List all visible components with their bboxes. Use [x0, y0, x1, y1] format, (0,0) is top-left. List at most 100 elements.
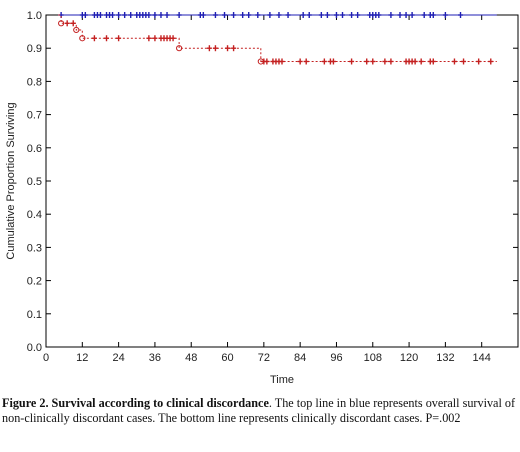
x-tick-label: 36: [149, 352, 161, 364]
censored-mark: [324, 12, 330, 18]
censored-mark: [349, 12, 355, 18]
y-axis-title: Cumulative Proportion Surviving: [5, 102, 17, 259]
survival-chart: 0.0 0.1 0.2 0.3 0.4 0.5 0.6 0.7 0.8 0.9 1.0 0 12 24 3…: [5, 10, 519, 386]
figure-caption: Figure 2. Survival according to clinical…: [2, 396, 518, 426]
censored-mark: [388, 58, 394, 65]
censored-mark: [430, 58, 436, 65]
censored-mark: [82, 12, 88, 18]
y-tick-label: 0.6: [27, 143, 42, 155]
censored-mark: [403, 12, 409, 18]
censored-mark: [225, 45, 231, 52]
censored-mark: [488, 58, 494, 65]
censored-mark: [300, 12, 306, 18]
y-tick-label: 0.1: [27, 309, 42, 321]
caption-label: Figure 2. Survival according to clinical…: [2, 396, 269, 410]
censored-mark: [110, 12, 116, 18]
y-tick-label: 0.7: [27, 110, 42, 122]
event-marker: [58, 20, 65, 27]
y-tick-label: 0.2: [27, 276, 42, 288]
censored-mark: [303, 58, 309, 65]
series-layer: [58, 12, 497, 65]
censored-mark: [240, 12, 246, 18]
censored-mark: [370, 58, 376, 65]
censored-mark: [340, 12, 346, 18]
censored-mark: [397, 12, 403, 18]
x-tick-label: 84: [294, 352, 306, 364]
series-0: [58, 12, 497, 18]
censored-mark: [231, 12, 237, 18]
censored-mark: [158, 12, 164, 18]
x-tick-label: 0: [43, 352, 49, 364]
censored-mark: [458, 12, 464, 18]
censored-mark: [212, 12, 218, 18]
x-axis-title: Time: [270, 374, 294, 386]
censored-mark: [297, 58, 303, 65]
y-tick-label: 0.3: [27, 242, 42, 254]
censored-mark: [64, 20, 70, 27]
censored-mark: [152, 35, 158, 42]
censored-mark: [264, 58, 270, 65]
censored-mark: [279, 58, 285, 65]
censored-mark: [349, 58, 355, 65]
y-tick-label: 0.0: [27, 342, 42, 354]
censored-mark: [421, 12, 427, 18]
censored-mark: [212, 45, 218, 52]
x-axis: 0 12 24 36 48 60 72 84 96 108 120 132 144: [43, 15, 491, 364]
censored-mark: [267, 12, 273, 18]
censored-mark: [476, 58, 482, 65]
censored-mark: [116, 35, 122, 42]
x-tick-label: 24: [112, 352, 124, 364]
censored-mark: [418, 58, 424, 65]
censored-mark: [451, 58, 457, 65]
censored-mark: [128, 12, 134, 18]
censored-mark: [122, 12, 128, 18]
censored-mark: [430, 12, 436, 18]
censored-mark: [330, 58, 336, 65]
censored-mark: [461, 58, 467, 65]
censored-mark: [364, 58, 370, 65]
censored-mark: [176, 12, 182, 18]
censored-mark: [285, 12, 291, 18]
censored-mark: [206, 45, 212, 52]
censored-mark: [318, 12, 324, 18]
censored-mark: [231, 45, 237, 52]
censored-mark: [70, 20, 76, 27]
censored-mark: [170, 35, 176, 42]
x-tick-label: 48: [185, 352, 197, 364]
censored-mark: [152, 12, 158, 18]
censored-mark: [91, 35, 97, 42]
event-marker: [79, 35, 86, 42]
y-tick-label: 0.4: [27, 209, 42, 221]
censored-mark: [333, 12, 339, 18]
censored-mark: [376, 12, 382, 18]
event-marker: [73, 26, 80, 34]
x-tick-label: 72: [258, 352, 270, 364]
series-1: [58, 14, 497, 65]
y-tick-label: 0.8: [27, 76, 42, 88]
x-tick-label: 96: [330, 352, 342, 364]
censored-mark: [222, 12, 228, 18]
censored-mark: [276, 12, 282, 18]
censored-mark: [382, 58, 388, 65]
x-tick-label: 132: [436, 352, 454, 364]
series-line-1: [58, 14, 497, 62]
censored-mark: [146, 12, 152, 18]
y-tick-label: 0.9: [27, 43, 42, 55]
x-tick-label: 144: [473, 352, 491, 364]
event-marker: [176, 45, 183, 52]
censored-mark: [412, 58, 418, 65]
censored-mark: [116, 12, 122, 18]
censored-mark: [442, 12, 448, 18]
censored-mark: [306, 12, 312, 18]
censored-mark: [104, 35, 110, 42]
plot-area: [45, 14, 519, 348]
x-tick-label: 108: [364, 352, 382, 364]
caption-text: . The top line in blue represents overal…: [2, 396, 516, 425]
x-tick-label: 120: [400, 352, 418, 364]
x-tick-label: 60: [221, 352, 233, 364]
y-tick-label: 0.5: [27, 176, 42, 188]
censored-mark: [200, 12, 206, 18]
censored-mark: [255, 12, 261, 18]
x-tick-label: 12: [76, 352, 88, 364]
censored-mark: [409, 12, 415, 18]
